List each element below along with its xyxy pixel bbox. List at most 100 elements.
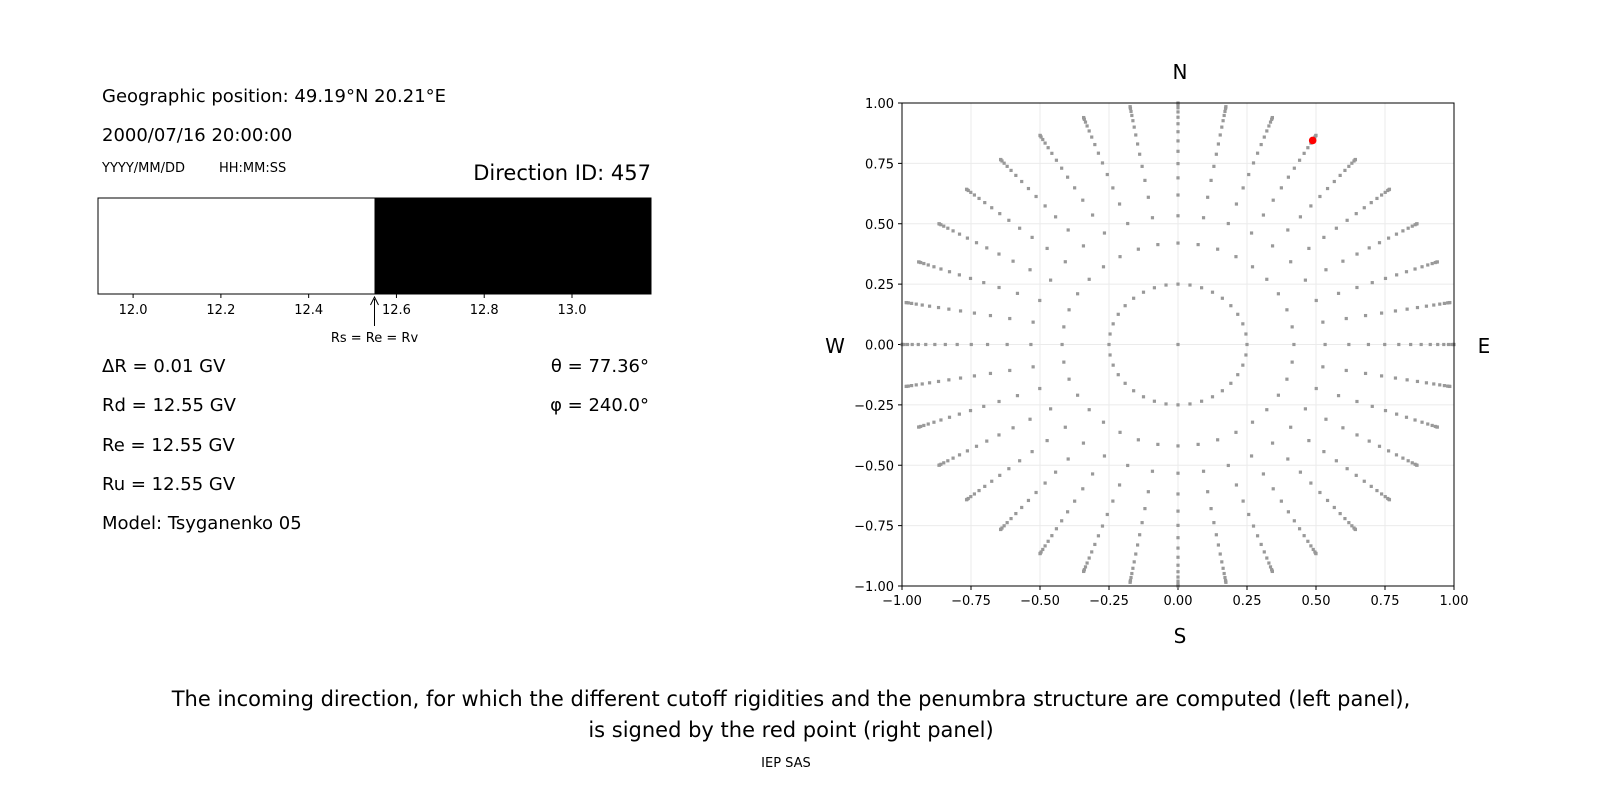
direction-point (1005, 521, 1009, 525)
direction-point (943, 342, 947, 347)
direction-point (1306, 539, 1310, 543)
direction-point (969, 495, 973, 499)
direction-point (1262, 135, 1266, 139)
direction-point (1286, 457, 1290, 461)
direction-point (1090, 135, 1094, 139)
direction-point (1386, 236, 1391, 240)
direction-point (1245, 342, 1249, 347)
direction-point (1355, 433, 1359, 437)
direction-point (1083, 565, 1088, 569)
direction-point (1222, 571, 1226, 576)
direction-point (1303, 278, 1307, 282)
direction-point (1210, 290, 1215, 294)
direction-point (1123, 304, 1127, 308)
direction-point (1060, 166, 1064, 170)
direction-point (1314, 298, 1318, 303)
direction-point (1073, 499, 1077, 503)
direction-point (1087, 556, 1091, 560)
direction-point (1087, 129, 1091, 133)
direction-point (910, 342, 914, 347)
direction-point (1176, 403, 1180, 407)
direction-point (990, 206, 994, 210)
direction-point (1383, 342, 1387, 347)
direction-point (997, 252, 1001, 256)
credit: IEP SAS (761, 756, 811, 771)
y-tick-label: 0.50 (865, 218, 894, 233)
direction-point (1214, 533, 1218, 537)
direction-point (1176, 241, 1180, 245)
direction-point (974, 241, 979, 245)
direction-point (1043, 481, 1047, 485)
direction-point (1008, 368, 1012, 373)
direction-point (1212, 164, 1216, 168)
direction-point (955, 342, 959, 347)
direction-point (1005, 342, 1009, 347)
direction-point (1247, 172, 1251, 177)
direction-point (1129, 109, 1133, 114)
direction-point (1176, 523, 1180, 527)
direction-point (1176, 162, 1180, 166)
direction-point (1028, 417, 1032, 421)
direction-point (906, 301, 910, 305)
direction-point (1128, 580, 1132, 584)
direction-point (1430, 423, 1434, 428)
direction-point (1209, 178, 1213, 182)
direction-point (1176, 139, 1180, 143)
direction-point (1270, 441, 1275, 445)
direction-point (1031, 320, 1035, 324)
direction-point (1132, 296, 1136, 300)
direction-point (926, 422, 930, 426)
direction-point (1176, 579, 1180, 583)
direction-point (1066, 228, 1070, 232)
direction-point (1007, 467, 1011, 471)
direction-point (1265, 277, 1269, 281)
direction-point (1375, 488, 1379, 493)
direction-point (947, 378, 951, 382)
direction-point (1265, 556, 1269, 560)
direction-point (910, 383, 914, 388)
direction-point (1404, 270, 1409, 274)
direction-point (1306, 146, 1310, 150)
direction-point (1081, 244, 1086, 248)
direction-point (1354, 473, 1358, 477)
theta-value: θ = 77.36° (550, 356, 649, 377)
direction-point (1129, 575, 1133, 580)
direction-point (1380, 193, 1384, 197)
direction-point (1370, 281, 1374, 285)
direction-point (1424, 381, 1429, 385)
y-tick-label: 0.75 (865, 157, 894, 172)
direction-point (1397, 342, 1401, 347)
delta-r: ΔR = 0.01 GV (102, 356, 226, 377)
direction-point (1322, 450, 1326, 454)
caption-line1: The incoming direction, for which the di… (171, 687, 1411, 711)
x-tick-label: 12.2 (206, 303, 235, 318)
direction-point (927, 381, 932, 385)
direction-point (1028, 268, 1032, 272)
direction-point (1318, 490, 1322, 495)
direction-point (1216, 247, 1220, 251)
direction-point (1336, 291, 1341, 295)
direction-point (1176, 509, 1180, 513)
direction-point (1060, 342, 1064, 347)
direction-point (951, 229, 955, 233)
direction-point (1043, 141, 1047, 145)
direction-point (922, 261, 926, 266)
direction-point (1405, 307, 1409, 311)
direction-point (1199, 399, 1204, 403)
direction-point (1387, 187, 1392, 191)
direction-point (1062, 325, 1066, 329)
direction-point (1223, 109, 1227, 114)
direction-point (1383, 190, 1387, 194)
direction-point (1355, 399, 1359, 404)
direction-point (1014, 173, 1018, 178)
direction-point (1188, 402, 1192, 406)
direction-point (1323, 342, 1327, 347)
direction-point (1132, 125, 1136, 129)
y-tick-label: −0.50 (854, 459, 894, 474)
direction-point (1406, 226, 1410, 230)
direction-point (1026, 498, 1031, 503)
direction-point (1014, 511, 1018, 516)
direction-point (958, 376, 963, 380)
direction-point (1096, 151, 1101, 155)
date-format: YYYY/MM/DD (102, 161, 185, 176)
